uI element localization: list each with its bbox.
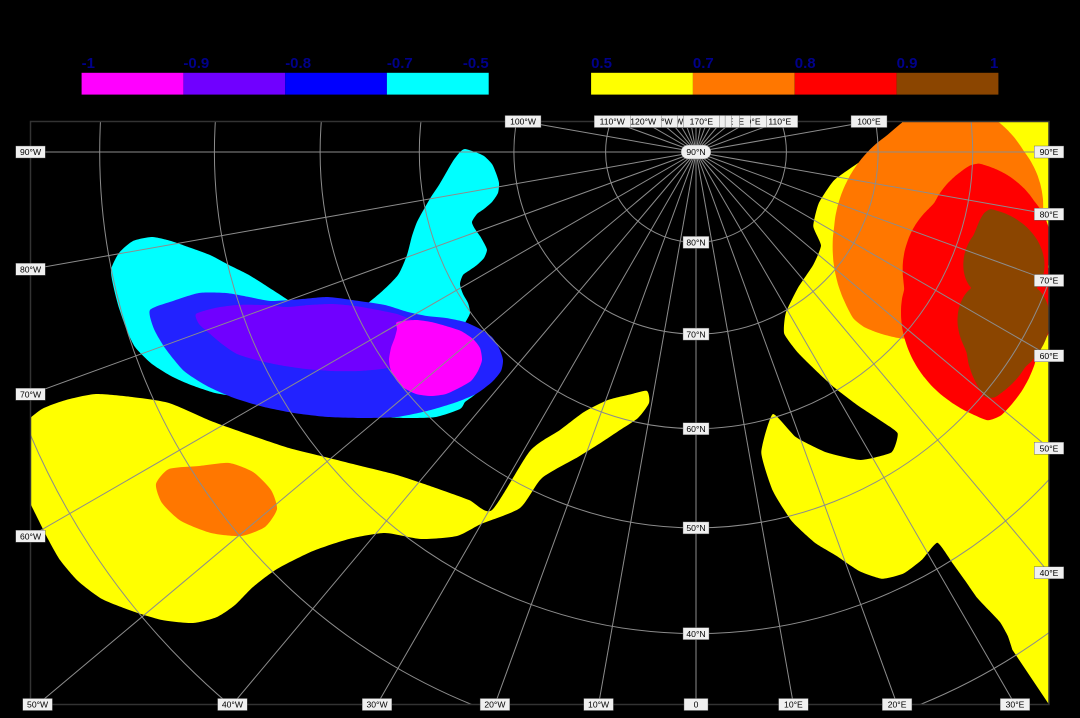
svg-text:20°W: 20°W xyxy=(484,700,506,710)
svg-text:90°W: 90°W xyxy=(20,147,42,157)
svg-text:1: 1 xyxy=(990,55,998,72)
svg-text:0.5: 0.5 xyxy=(591,55,612,72)
svg-text:10°W: 10°W xyxy=(588,700,610,710)
svg-text:0.8: 0.8 xyxy=(795,55,816,72)
svg-text:10°E: 10°E xyxy=(784,700,803,710)
svg-text:-0.8: -0.8 xyxy=(285,55,311,72)
svg-text:170°E: 170°E xyxy=(690,117,714,127)
svg-text:110°E: 110°E xyxy=(768,117,791,127)
svg-text:50°N: 50°N xyxy=(686,523,705,533)
svg-text:80°N: 80°N xyxy=(686,238,705,248)
svg-text:90°E: 90°E xyxy=(1040,147,1059,157)
svg-text:100°W: 100°W xyxy=(510,117,537,127)
svg-text:80°W: 80°W xyxy=(20,265,42,275)
svg-text:70°E: 70°E xyxy=(1040,276,1059,286)
svg-text:60°W: 60°W xyxy=(20,531,42,541)
svg-text:60°E: 60°E xyxy=(1040,351,1059,361)
svg-text:90°N: 90°N xyxy=(686,147,705,157)
svg-text:30°E: 30°E xyxy=(1006,700,1025,710)
svg-text:40°W: 40°W xyxy=(222,700,244,710)
svg-text:50°W: 50°W xyxy=(27,700,49,710)
svg-text:100°E: 100°E xyxy=(857,117,881,127)
svg-text:80°E: 80°E xyxy=(1040,209,1059,219)
svg-text:70°W: 70°W xyxy=(20,389,42,399)
svg-text:50°E: 50°E xyxy=(1040,443,1059,453)
svg-text:40°N: 40°N xyxy=(686,629,705,639)
svg-text:20°E: 20°E xyxy=(888,700,907,710)
svg-text:0.9: 0.9 xyxy=(897,55,918,72)
svg-text:70°N: 70°N xyxy=(686,329,705,339)
svg-text:30°W: 30°W xyxy=(366,700,388,710)
svg-text:40°E: 40°E xyxy=(1040,568,1059,578)
svg-text:0: 0 xyxy=(694,700,699,710)
svg-text:110°W: 110°W xyxy=(600,117,626,127)
svg-text:-0.5: -0.5 xyxy=(463,55,489,72)
svg-text:-0.7: -0.7 xyxy=(387,55,413,72)
svg-text:60°N: 60°N xyxy=(686,424,705,434)
svg-text:120°W: 120°W xyxy=(630,117,657,127)
svg-text:-1: -1 xyxy=(82,55,95,72)
svg-text:0.7: 0.7 xyxy=(693,55,714,72)
svg-text:-0.9: -0.9 xyxy=(183,55,209,72)
